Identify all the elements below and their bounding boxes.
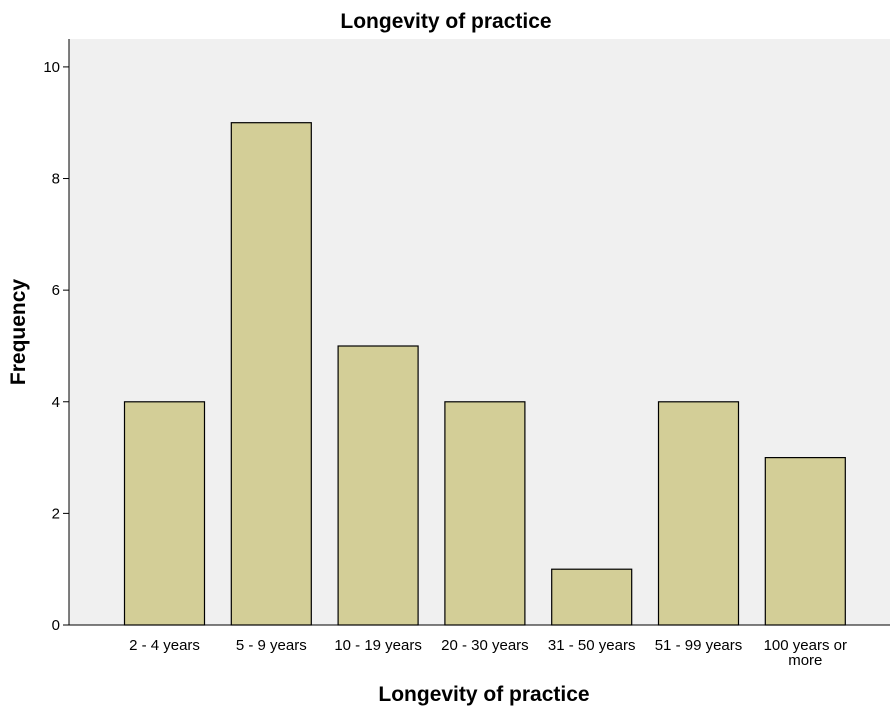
bars-group bbox=[123, 122, 846, 626]
y-tick-label: 0 bbox=[52, 617, 60, 634]
x-tick-label: 10 - 19 years bbox=[334, 637, 422, 654]
x-tick-label: 31 - 50 years bbox=[548, 637, 636, 654]
x-axis-ticks: 2 - 4 years 5 - 9 years 10 - 19 years 20 - … bbox=[129, 637, 847, 669]
bar bbox=[444, 401, 526, 626]
x-tick-label: 5 - 9 years bbox=[236, 637, 307, 654]
x-tick-label: 51 - 99 years bbox=[655, 637, 743, 654]
y-axis-ticks: 0 2 4 6 8 10 bbox=[43, 59, 69, 634]
bar bbox=[551, 568, 633, 626]
x-tick-label: 20 - 30 years bbox=[441, 637, 529, 654]
chart-title: Longevity of practice bbox=[340, 10, 551, 33]
x-axis-label: Longevity of practice bbox=[378, 683, 589, 706]
x-tick-label: 2 - 4 years bbox=[129, 637, 200, 654]
bar bbox=[337, 345, 419, 626]
bar bbox=[657, 401, 740, 626]
bar bbox=[123, 401, 206, 626]
y-tick-label: 2 bbox=[52, 505, 60, 522]
x-tick-label: 100 years or more bbox=[764, 637, 847, 669]
y-tick-label: 10 bbox=[43, 59, 60, 76]
y-tick-label: 6 bbox=[52, 282, 60, 299]
bar bbox=[764, 457, 846, 626]
y-tick-label: 8 bbox=[52, 171, 60, 188]
y-axis-label: Frequency bbox=[7, 279, 30, 386]
bar bbox=[230, 122, 312, 626]
y-tick-label: 4 bbox=[52, 394, 60, 411]
